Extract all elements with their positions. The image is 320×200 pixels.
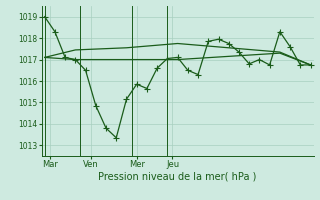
X-axis label: Pression niveau de la mer( hPa ): Pression niveau de la mer( hPa ) bbox=[99, 172, 257, 182]
